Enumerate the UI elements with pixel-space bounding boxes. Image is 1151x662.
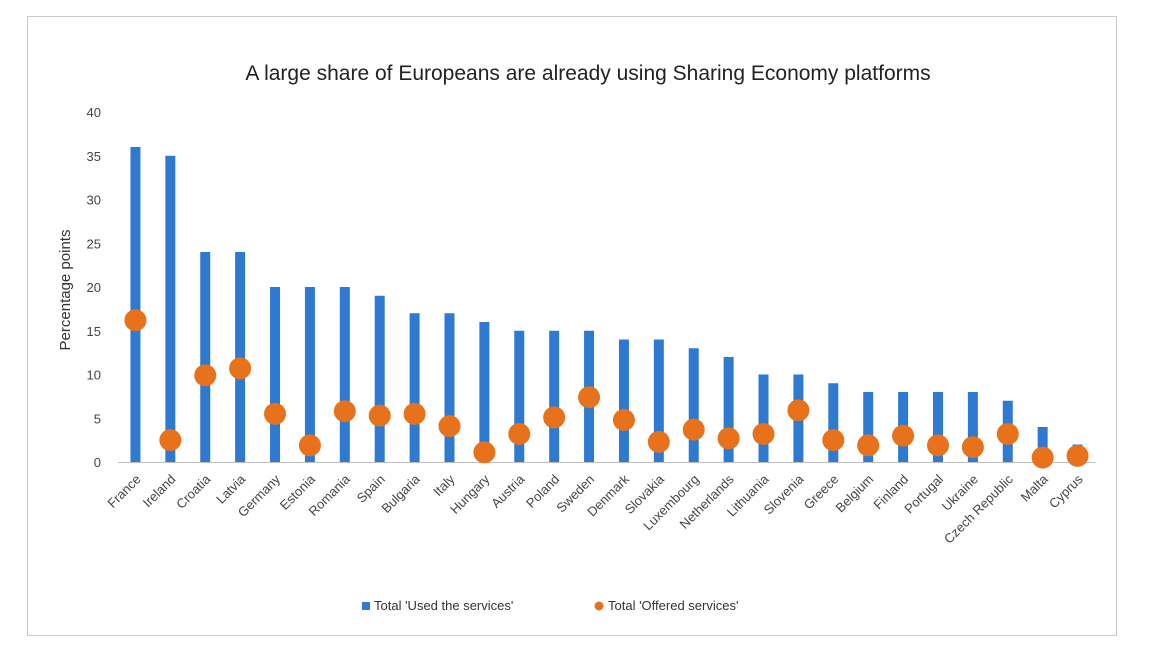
marker-point xyxy=(822,429,845,452)
bar xyxy=(758,374,769,462)
bar xyxy=(130,147,141,462)
bar xyxy=(444,313,455,462)
marker-point xyxy=(857,434,880,457)
bar xyxy=(863,392,874,462)
y-tick-label: 0 xyxy=(94,455,101,470)
marker-point xyxy=(403,402,426,425)
legend-swatch-used xyxy=(362,602,370,610)
marker-point xyxy=(682,418,705,441)
bar xyxy=(479,322,490,462)
marker-point xyxy=(647,430,670,453)
marker-point xyxy=(333,400,356,423)
bar xyxy=(409,313,420,462)
bar xyxy=(235,252,246,462)
legend-label-used: Total 'Used the services' xyxy=(374,598,513,613)
y-tick-label: 20 xyxy=(87,280,101,295)
chart-title: A large share of Europeans are already u… xyxy=(245,62,930,85)
bar xyxy=(967,392,978,462)
marker-point xyxy=(926,434,949,457)
marker-point xyxy=(578,386,601,409)
legend: Total 'Used the services' Total 'Offered… xyxy=(362,598,738,613)
marker-point xyxy=(717,427,740,450)
marker-point xyxy=(473,441,496,464)
marker-point xyxy=(1031,446,1054,469)
bar xyxy=(723,357,734,462)
bar xyxy=(200,252,211,462)
marker-point xyxy=(1066,444,1089,467)
x-tick-label: Cyprus xyxy=(1046,471,1086,511)
marker-point xyxy=(124,309,147,332)
bar xyxy=(653,339,664,462)
y-tick-label: 35 xyxy=(87,149,101,164)
x-tick-label: Belgium xyxy=(832,472,876,516)
x-tick-label: France xyxy=(104,472,143,511)
legend-swatch-offered xyxy=(594,601,604,611)
y-tick-label: 10 xyxy=(87,368,101,383)
marker-point xyxy=(264,402,287,425)
marker-point xyxy=(612,409,635,431)
bar xyxy=(932,392,943,462)
x-tick-label: Italy xyxy=(430,471,458,499)
marker-point xyxy=(368,404,391,427)
marker-point xyxy=(194,364,217,387)
x-tick-label: Slovenia xyxy=(761,471,807,517)
bar xyxy=(304,287,315,462)
y-axis-ticks: 0 5 10 15 20 25 30 35 40 xyxy=(87,105,101,470)
marker-series xyxy=(124,309,1089,469)
y-axis-label: Percentage points xyxy=(57,230,74,351)
bar xyxy=(549,330,560,462)
marker-point xyxy=(508,423,531,445)
marker-point xyxy=(229,357,252,380)
x-tick-label: Portugal xyxy=(901,471,946,516)
marker-point xyxy=(787,399,810,422)
bar xyxy=(339,287,350,462)
marker-point xyxy=(996,423,1019,445)
marker-point xyxy=(438,415,461,438)
bar xyxy=(374,295,385,462)
y-tick-label: 30 xyxy=(87,193,101,208)
bar xyxy=(270,287,281,462)
bar xyxy=(688,348,699,462)
marker-point xyxy=(543,406,566,429)
marker-point xyxy=(961,436,984,459)
marker-point xyxy=(159,429,182,452)
marker-point xyxy=(892,424,915,447)
x-tick-label: Croatia xyxy=(173,471,214,512)
legend-label-offered: Total 'Offered services' xyxy=(608,598,738,613)
bar xyxy=(828,383,839,462)
bar xyxy=(514,330,525,462)
bar xyxy=(1037,427,1048,462)
marker-point xyxy=(298,434,321,457)
y-tick-label: 40 xyxy=(87,105,101,120)
x-tick-label: Ireland xyxy=(140,472,179,511)
bar xyxy=(165,155,176,462)
y-tick-label: 15 xyxy=(87,324,101,339)
marker-point xyxy=(752,423,775,445)
x-tick-label: Austria xyxy=(488,471,528,511)
y-tick-label: 5 xyxy=(94,411,101,426)
y-tick-label: 25 xyxy=(87,236,101,251)
x-tick-label: Hungary xyxy=(447,471,493,517)
bar xyxy=(618,339,629,462)
x-tick-label: Bulgaria xyxy=(378,471,423,516)
